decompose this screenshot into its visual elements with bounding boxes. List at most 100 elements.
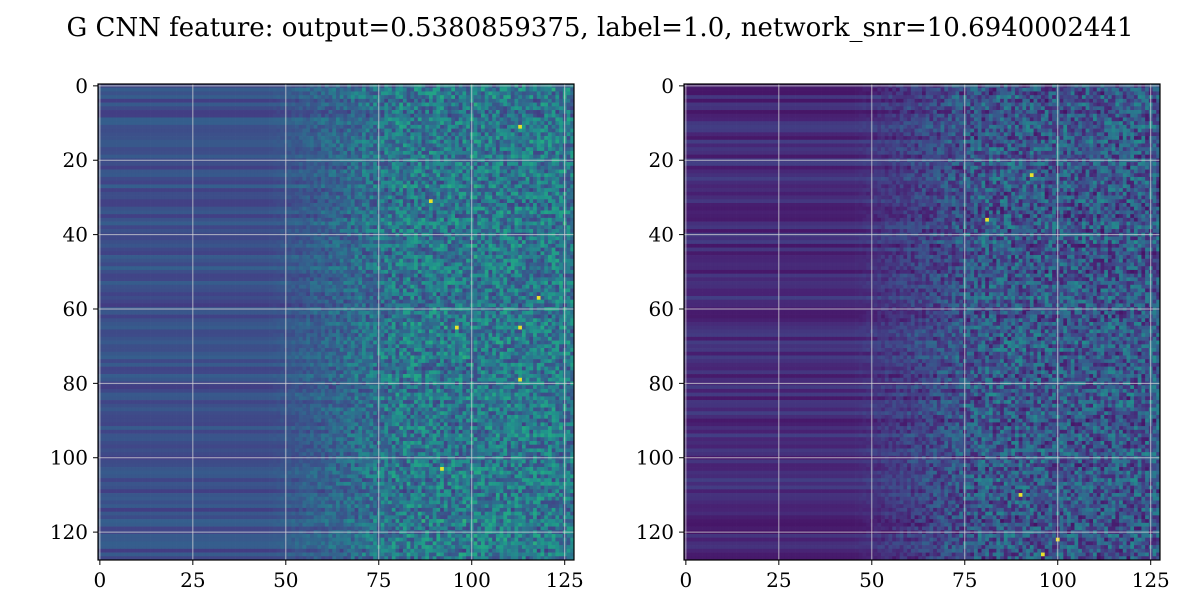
heatmap-cell (366, 162, 370, 166)
heatmap-cell (529, 147, 533, 151)
heatmap-cell (388, 162, 392, 166)
heatmap-cell (239, 140, 243, 144)
heatmap-cell (496, 199, 500, 203)
heatmap-cell (448, 203, 452, 207)
heatmap-cell (172, 210, 176, 214)
heatmap-cell (165, 136, 169, 140)
heatmap-cell (139, 181, 143, 185)
heatmap-cell (239, 181, 243, 185)
heatmap-cell (388, 196, 392, 200)
heatmap-cell (158, 166, 162, 170)
heatmap-cell (221, 117, 225, 121)
heatmap-cell (176, 147, 180, 151)
heatmap-cell (258, 99, 262, 103)
heatmap-cell (247, 184, 251, 188)
heatmap-cell (518, 140, 522, 144)
heatmap-cell (522, 106, 526, 110)
heatmap-cell (217, 99, 221, 103)
heatmap-cell (128, 203, 132, 207)
heatmap-cell (224, 199, 228, 203)
heatmap-cell (526, 170, 530, 174)
heatmap-cell (373, 162, 377, 166)
heatmap-cell (131, 117, 135, 121)
heatmap-cell (403, 91, 407, 95)
heatmap-cell (280, 114, 284, 118)
heatmap-cell (336, 125, 340, 129)
heatmap-cell (232, 136, 236, 140)
heatmap-cell (306, 196, 310, 200)
heatmap-cell (243, 114, 247, 118)
heatmap-cell (143, 136, 147, 140)
heatmap-cell (518, 121, 522, 125)
heatmap-cell (552, 170, 556, 174)
heatmap-cell (113, 151, 117, 155)
heatmap-cell (511, 95, 515, 99)
heatmap-cell (154, 136, 158, 140)
heatmap-cell (169, 136, 173, 140)
heatmap-cell (381, 166, 385, 170)
heatmap-cell (466, 151, 470, 155)
heatmap-cell (485, 129, 489, 133)
heatmap-cell (544, 110, 548, 114)
heatmap-cell (485, 140, 489, 144)
heatmap-cell (500, 177, 504, 181)
heatmap-cell (347, 132, 351, 136)
heatmap-cell (299, 136, 303, 140)
heatmap-cell (195, 199, 199, 203)
heatmap-cell (135, 210, 139, 214)
heatmap-cell (303, 95, 307, 99)
heatmap-cell (496, 184, 500, 188)
heatmap-cell (243, 129, 247, 133)
heatmap-cell (403, 184, 407, 188)
heatmap-cell (451, 203, 455, 207)
heatmap-cell (277, 147, 281, 151)
heatmap-cell (555, 170, 559, 174)
heatmap-cell (254, 132, 258, 136)
heatmap-cell (496, 136, 500, 140)
heatmap-cell (239, 121, 243, 125)
heatmap-cell (481, 136, 485, 140)
heatmap-cell (462, 110, 466, 114)
heatmap-cell (507, 88, 511, 92)
heatmap-cell (195, 162, 199, 166)
heatmap-cell (206, 207, 210, 211)
heatmap-cell (135, 99, 139, 103)
heatmap-cell (117, 207, 121, 211)
heatmap-cell (355, 125, 359, 129)
heatmap-cell (321, 199, 325, 203)
heatmap-cell (217, 192, 221, 196)
heatmap-cell (265, 151, 269, 155)
heatmap-cell (399, 144, 403, 148)
heatmap-cell (500, 95, 504, 99)
heatmap-cell (407, 166, 411, 170)
heatmap-cell (213, 144, 217, 148)
heatmap-cell (128, 162, 132, 166)
heatmap-cell (425, 166, 429, 170)
heatmap-cell (455, 125, 459, 129)
heatmap-cell (369, 103, 373, 107)
heatmap-cell (161, 99, 165, 103)
heatmap-cell (340, 129, 344, 133)
heatmap-cell (500, 207, 504, 211)
heatmap-cell (418, 199, 422, 203)
heatmap-cell (533, 166, 537, 170)
heatmap-cell (306, 117, 310, 121)
heatmap-cell (180, 210, 184, 214)
heatmap-cell (262, 88, 266, 92)
heatmap-cell (507, 147, 511, 151)
heatmap-cell (347, 147, 351, 151)
heatmap-cell (355, 117, 359, 121)
heatmap-cell (254, 121, 258, 125)
heatmap-cell (537, 151, 541, 155)
heatmap-cell (369, 144, 373, 148)
heatmap-cell (477, 95, 481, 99)
heatmap-cell (559, 151, 563, 155)
heatmap-cell (511, 125, 515, 129)
heatmap-cell (254, 151, 258, 155)
heatmap-cell (496, 155, 500, 159)
heatmap-cell (180, 121, 184, 125)
heatmap-cell (317, 173, 321, 177)
heatmap-cell (105, 207, 109, 211)
heatmap-cell (146, 103, 150, 107)
heatmap-cell (522, 203, 526, 207)
